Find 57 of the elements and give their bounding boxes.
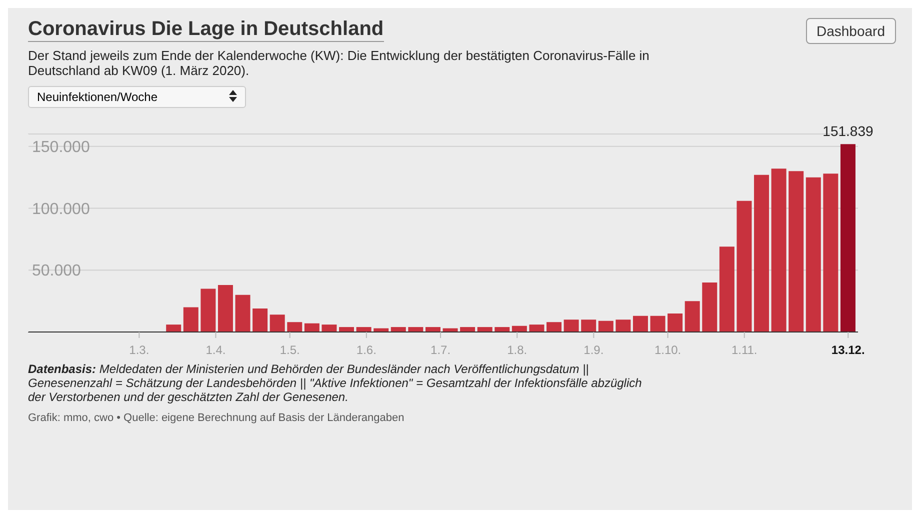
bar	[684, 301, 700, 332]
x-tick-label: 1.4.	[206, 343, 226, 357]
x-tick-label: 1.10.	[654, 343, 682, 357]
y-tick-label: 150.000	[32, 138, 90, 156]
bar	[356, 327, 372, 332]
text: Grafik: mmo, cwo • Quelle: eigene Berechnung auf Basis der Länderangaben	[27, 411, 406, 426]
bar	[218, 284, 233, 332]
bar	[546, 322, 562, 332]
bar	[183, 307, 198, 332]
bar	[616, 320, 631, 332]
x-tick-label: 1.7.	[430, 343, 451, 357]
chart-subtitle: Der Stand jeweils zum Ende der Kalenderwoche (KW): Die Entwicklung der bestätigten Coronavirus-Fälle in Deutschland ab KW09 (1. März 2020).	[28, 48, 650, 78]
bar	[719, 246, 734, 332]
bar	[460, 327, 476, 332]
bar	[322, 324, 337, 332]
bar	[339, 327, 354, 332]
bar	[494, 327, 510, 332]
chart-title: Coronavirus Die Lage in Deutschland	[28, 18, 384, 42]
x-tick-label: 1.9.	[584, 343, 604, 357]
bar	[529, 324, 544, 332]
bar	[632, 316, 648, 332]
bar	[788, 171, 804, 332]
bar	[581, 320, 596, 332]
y-tick-label: 50.000	[32, 262, 82, 280]
bar	[771, 168, 786, 332]
bar	[287, 322, 302, 332]
bar	[668, 313, 683, 332]
dropdown-field: Neuinfektionen/Woche	[28, 86, 246, 108]
text: Datenbasis: Meldedaten der Ministerien und Behörden der Bundesländer nach Veröffentlichungsdatum || Genesenenzahl = Schätzung der Landesbehörden || "Aktive Infektionen" = Gesamtzahl der Infektionsfälle abzüglich der Verstorbenen und der geschätzten Zahl der Genesenen.	[27, 361, 643, 406]
bar	[408, 327, 424, 332]
x-tick-label: 13.12.	[831, 343, 865, 357]
bar	[736, 200, 752, 332]
bar	[477, 327, 492, 332]
x-tick-label: 1.6.	[356, 343, 376, 357]
bar	[823, 174, 838, 332]
data-label: 151.839	[822, 123, 874, 140]
bar	[840, 144, 856, 332]
bar	[200, 288, 216, 332]
bar	[166, 324, 182, 332]
x-tick-label: 1.3.	[129, 343, 150, 357]
x-tick-label: 1.11.	[731, 343, 758, 357]
bar	[270, 314, 285, 332]
y-tick-label: 100.000	[32, 200, 90, 218]
x-tick-label: 1.8.	[507, 343, 528, 357]
x-tick-label: 1.5.	[280, 343, 300, 357]
bar	[650, 316, 666, 332]
text: Dashboard	[806, 18, 896, 44]
bar	[564, 320, 579, 332]
bar	[702, 282, 718, 332]
bar	[754, 174, 770, 332]
bar	[425, 327, 440, 332]
bar	[235, 294, 250, 332]
bar	[598, 320, 614, 332]
bar	[390, 327, 406, 332]
bar	[806, 177, 821, 332]
bar	[304, 323, 320, 332]
bar	[252, 308, 268, 332]
